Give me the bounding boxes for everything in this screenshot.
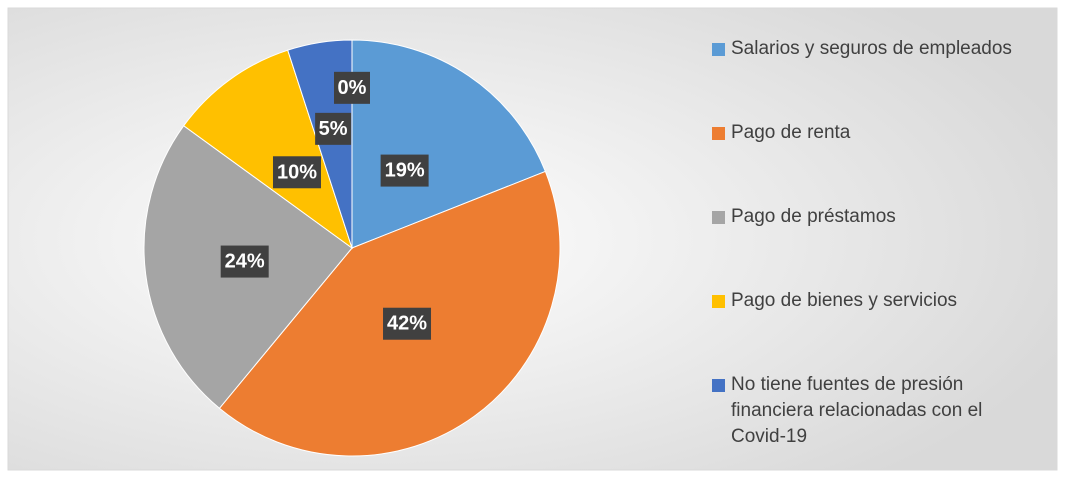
data-label-box [383, 307, 432, 340]
data-label: 42% [387, 313, 427, 335]
legend-label: No tiene fuentes de presión financiera r… [731, 374, 983, 447]
data-label: 24% [225, 251, 265, 273]
legend-swatch [712, 43, 725, 56]
legend-label: Pago de préstamos [731, 206, 896, 227]
pie-slice [351, 39, 547, 249]
data-label-box [272, 156, 321, 189]
pie-slice [183, 49, 353, 250]
data-label: 10% [277, 161, 317, 183]
legend-label: Pago de renta [731, 122, 851, 143]
data-label: 0% [338, 77, 367, 99]
data-label-box [380, 154, 429, 187]
legend-swatch [712, 295, 725, 308]
data-label: 5% [319, 118, 348, 140]
legend-item: Pago de préstamos [712, 204, 896, 230]
data-label-box [220, 245, 269, 278]
legend-item: Pago de bienes y servicios [712, 288, 957, 314]
legend-swatch [712, 379, 725, 392]
data-labels: 19% 42% 24% 10%5% 0% [220, 71, 432, 340]
data-label-box [334, 71, 370, 104]
legend-swatch [712, 211, 725, 224]
legend-label: Salarios y seguros de empleados [731, 38, 1012, 59]
legend-item: Pago de renta [712, 120, 850, 146]
legend-item: No tiene fuentes de presión financiera r… [712, 372, 1042, 450]
legend-swatch [712, 127, 725, 140]
data-label-box [315, 112, 352, 145]
data-label: 19% [385, 160, 425, 182]
legend-label: Pago de bienes y servicios [731, 290, 958, 311]
legend-item: Salarios y seguros de empleados [712, 36, 1012, 62]
